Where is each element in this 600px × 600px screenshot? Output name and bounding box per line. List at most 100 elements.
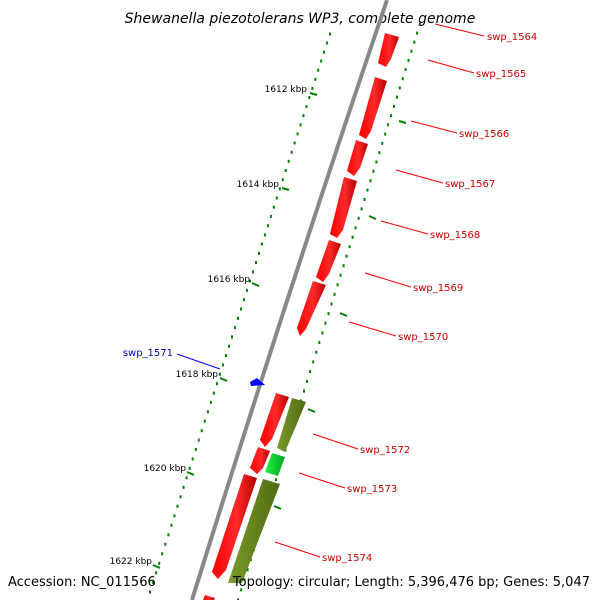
inner-tick-dot: [255, 261, 257, 265]
outer-tick-dot: [384, 132, 387, 136]
inner-tick-dot: [269, 214, 272, 218]
inner-tick-dot: [252, 270, 254, 274]
scale-label: 1616 kbp: [208, 275, 251, 285]
major-tick: [339, 312, 348, 317]
outer-tick-dot: [407, 58, 410, 62]
outer-tick-dot: [342, 264, 345, 268]
cds-swp-1574[interactable]: [212, 474, 257, 579]
outer-tick-dot: [387, 123, 390, 127]
outer-tick-dot: [237, 598, 239, 600]
major-tick: [251, 282, 260, 287]
outer-tick-dot: [327, 312, 330, 316]
inner-tick-dot: [278, 187, 281, 191]
inner-tick-dot: [311, 86, 314, 90]
outer-tick-dot: [395, 95, 398, 99]
gene-label-swp-1568[interactable]: swp_1568: [430, 230, 480, 241]
inner-tick-dot: [188, 466, 191, 470]
inner-tick-dot: [191, 457, 194, 461]
cds-swp-1569[interactable]: [297, 281, 326, 336]
cds-swp-1572[interactable]: [260, 393, 289, 447]
gene-label-swp-1566[interactable]: swp_1566: [459, 129, 509, 140]
cds-swp-1564[interactable]: [378, 33, 399, 67]
gene-label-swp-1567[interactable]: swp_1567: [445, 179, 495, 190]
inner-tick-dot: [258, 251, 260, 255]
major-tick: [186, 471, 195, 476]
inner-tick-dot: [231, 335, 233, 339]
connector-swp-1567: [395, 169, 444, 184]
gene-label-swp-1570[interactable]: swp_1570: [398, 332, 448, 343]
connector-swp-1566: [410, 120, 458, 134]
inner-tick-dot: [287, 159, 290, 163]
inner-tick-dot: [275, 196, 278, 200]
outer-tick-dot: [401, 77, 404, 81]
outer-tick-dot: [275, 478, 277, 482]
cds-swp-1567[interactable]: [330, 177, 357, 238]
outer-tick-dot: [372, 169, 375, 173]
map-title: Shewanella piezotolerans WP3, complete g…: [125, 11, 476, 27]
major-tick: [219, 377, 228, 382]
outer-tick-dot: [404, 68, 407, 72]
feature-olive-2[interactable]: [228, 479, 280, 583]
scale-label: 1612 kbp: [265, 85, 308, 95]
inner-tick-dot: [158, 561, 161, 565]
feature-swp-1571[interactable]: [250, 378, 265, 386]
outer-tick-dot: [306, 379, 309, 383]
major-tick: [398, 120, 407, 124]
outer-tick-dot: [318, 341, 321, 344]
connector-swp-1565: [427, 59, 475, 74]
outer-tick-dot: [393, 104, 395, 108]
outer-tick-dot: [309, 370, 312, 374]
scale-label: 1618 kbp: [176, 370, 219, 380]
inner-tick-dot: [281, 178, 284, 182]
outer-tick-dot: [351, 235, 354, 239]
feature-olive-1[interactable]: [277, 398, 306, 452]
gene-label-swp-1571[interactable]: swp_1571: [123, 348, 173, 359]
connector-swp-1571: [176, 353, 221, 370]
outer-tick-dot: [375, 160, 378, 164]
scale-label: 1622 kbp: [110, 557, 153, 567]
inner-tick-dot: [323, 50, 326, 54]
gene-label-swp-1573[interactable]: swp_1573: [347, 484, 397, 495]
cds-swp-1565[interactable]: [359, 77, 387, 139]
inner-tick-dot: [237, 316, 239, 320]
inner-tick-dot: [225, 354, 227, 358]
outer-tick-dot: [348, 245, 351, 249]
inner-tick-dot: [200, 429, 203, 433]
inner-tick-dot: [260, 242, 263, 246]
major-tick: [309, 92, 318, 96]
outer-tick-dot: [378, 151, 381, 155]
inner-tick-dot: [185, 476, 188, 480]
inner-tick-dot: [302, 114, 305, 118]
gene-label-swp-1574[interactable]: swp_1574: [322, 553, 372, 564]
gene-label-swp-1565[interactable]: swp_1565: [476, 69, 526, 80]
outer-tick-dot: [324, 321, 327, 325]
cds-swp-1568[interactable]: [316, 240, 341, 282]
outer-tick-dot: [240, 588, 243, 592]
inner-tick-dot: [228, 344, 230, 348]
inner-tick-dot: [266, 224, 269, 228]
cds-next: [203, 595, 215, 600]
connector-swp-1572: [312, 433, 359, 450]
inner-tick-dot: [161, 552, 164, 556]
outer-tick-dot: [390, 114, 393, 118]
gene-label-swp-1569[interactable]: swp_1569: [413, 283, 463, 294]
gene-label-swp-1564[interactable]: swp_1564: [487, 32, 537, 43]
trna-feature[interactable]: [265, 453, 285, 476]
cds-swp-1566[interactable]: [347, 140, 368, 176]
inner-tick-dot: [263, 233, 266, 237]
accession-text: Accession: NC_011566: [8, 575, 156, 590]
inner-tick-dot: [299, 123, 302, 127]
connector-swp-1568: [380, 220, 429, 235]
cds-swp-1573[interactable]: [250, 447, 270, 474]
topology-text: Topology: circular; Length: 5,396,476 bp…: [232, 575, 590, 590]
inner-tick-dot: [203, 419, 206, 423]
outer-tick-dot: [315, 350, 318, 354]
inner-tick-dot: [149, 590, 151, 594]
inner-tick-dot: [173, 514, 176, 518]
outer-tick-dot: [345, 254, 348, 258]
label-connectors: [176, 23, 485, 558]
inner-tick-dot: [182, 485, 185, 489]
gene-label-swp-1572[interactable]: swp_1572: [360, 445, 410, 456]
connector-swp-1564: [434, 23, 485, 37]
outer-tick-dot: [398, 86, 401, 90]
